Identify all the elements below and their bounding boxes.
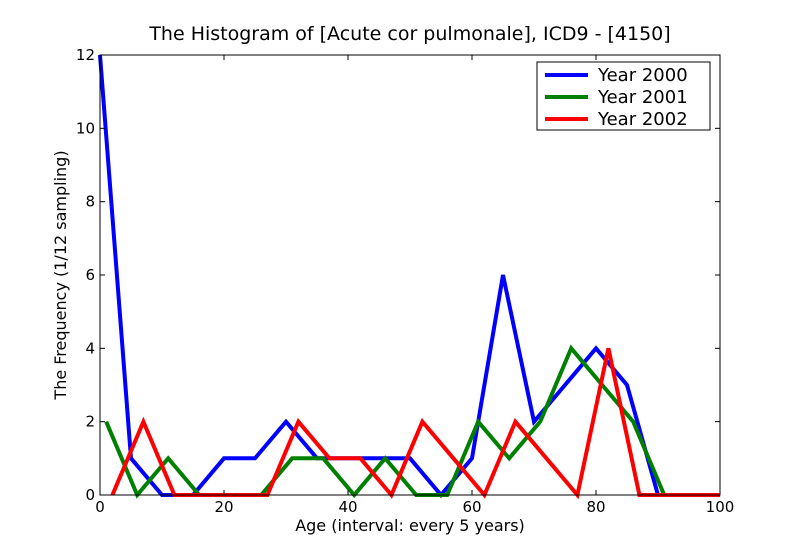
y-tick-label: 10 <box>76 119 95 137</box>
legend-label-0: Year 2000 <box>597 65 688 86</box>
axis-ticks: 0 20 40 60 80 100 0 2 4 6 8 10 12 <box>76 46 734 516</box>
y-tick-label: 8 <box>85 193 95 211</box>
x-tick-label: 60 <box>462 498 481 516</box>
x-tick-label: 0 <box>95 498 105 516</box>
x-tick-label: 40 <box>338 498 357 516</box>
y-axis-label: The Frequency (1/12 sampling) <box>51 150 70 400</box>
x-axis-label: Age (interval: every 5 years) <box>295 516 525 535</box>
series-line-0 <box>98 54 720 499</box>
y-tick-label: 2 <box>85 413 95 431</box>
legend-label-1: Year 2001 <box>597 87 688 108</box>
legend-label-2: Year 2002 <box>597 109 688 130</box>
y-tick-label: 6 <box>85 266 95 284</box>
y-tick-label: 0 <box>85 486 95 504</box>
x-tick-label: 20 <box>214 498 233 516</box>
chart-title: The Histogram of [Acute cor pulmonale], … <box>148 23 670 45</box>
y-tick-label: 4 <box>85 339 95 357</box>
x-tick-label: 80 <box>586 498 605 516</box>
y-tick-label: 12 <box>76 46 95 64</box>
x-tick-label: 100 <box>706 498 735 516</box>
